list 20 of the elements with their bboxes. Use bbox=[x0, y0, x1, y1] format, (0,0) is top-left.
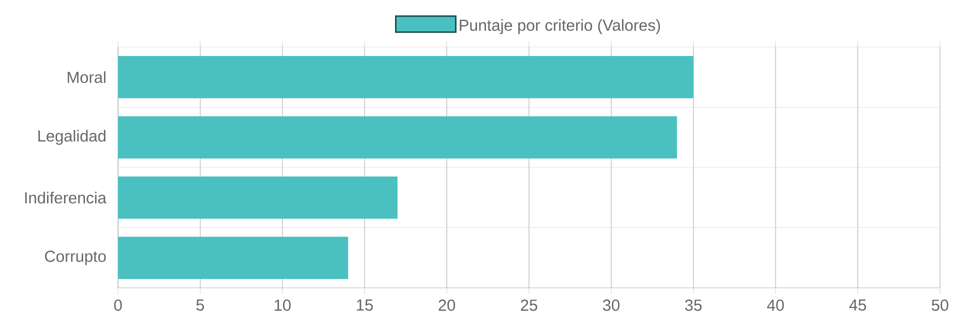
legend-label: Puntaje por criterio (Valores) bbox=[460, 19, 660, 34]
bar bbox=[118, 56, 694, 98]
x-tick-label: 35 bbox=[685, 300, 702, 311]
x-tick-label: 45 bbox=[849, 300, 866, 311]
x-tick-label: 15 bbox=[356, 300, 373, 311]
bar bbox=[118, 236, 348, 279]
x-tick-label: 40 bbox=[767, 300, 784, 311]
y-tick-label: Corrupto bbox=[45, 250, 106, 266]
x-tick-label: 0 bbox=[114, 300, 122, 311]
x-tick-label: 5 bbox=[196, 300, 204, 311]
x-tick-label: 20 bbox=[438, 300, 456, 311]
x-tick-label: 50 bbox=[932, 300, 948, 311]
bar bbox=[118, 116, 677, 158]
x-tick-label: 10 bbox=[274, 300, 291, 311]
bar bbox=[118, 176, 398, 219]
y-tick-label: Indiferencia bbox=[25, 192, 106, 204]
y-tick-label: Legalidad bbox=[38, 130, 106, 145]
y-tick-label: Moral bbox=[68, 71, 106, 84]
x-tick-label: 30 bbox=[602, 300, 620, 311]
x-tick-label: 25 bbox=[520, 300, 538, 311]
